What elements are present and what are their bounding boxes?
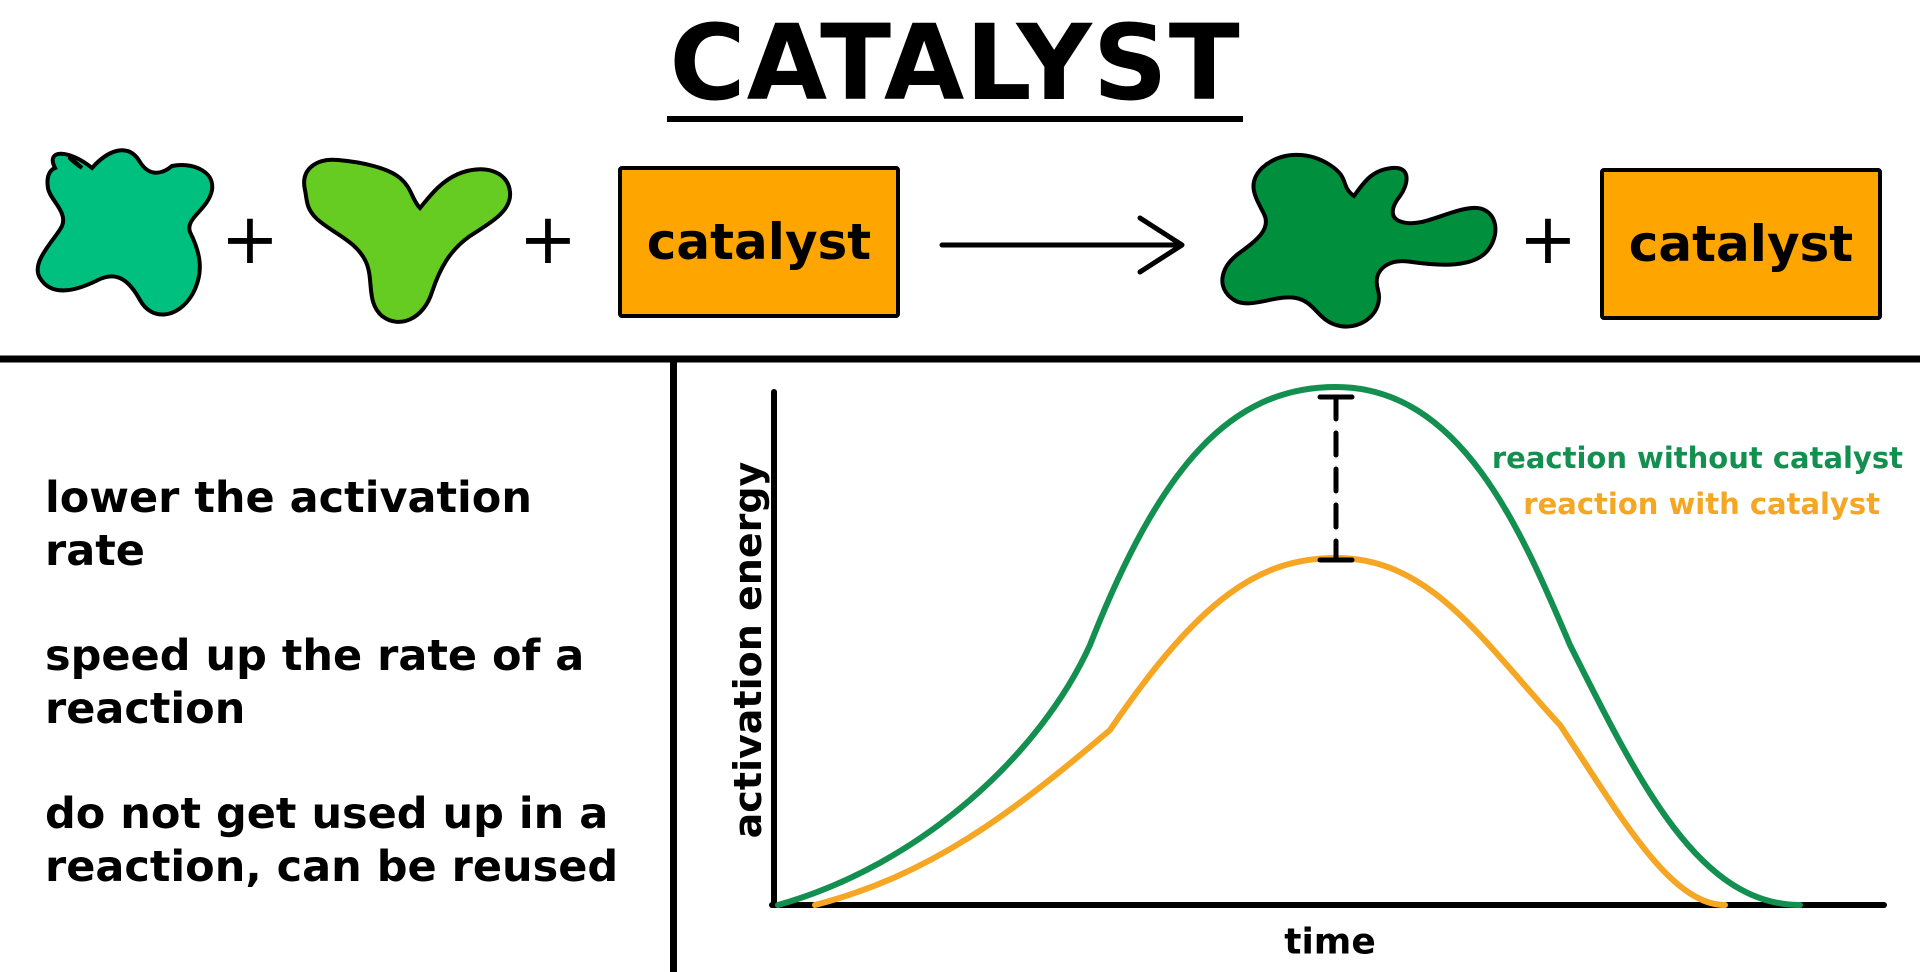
curve-without-catalyst <box>775 383 1803 908</box>
reaction-equation: + + + <box>0 148 1920 363</box>
catalyst-box-left: catalyst <box>618 166 900 318</box>
legend-with-catalyst: reaction with catalyst <box>1523 487 1880 521</box>
curve-with-catalyst <box>812 554 1728 908</box>
energy-difference-bracket <box>1317 394 1355 563</box>
vertical-divider <box>670 359 677 972</box>
catalyst-right-label: catalyst <box>1628 215 1854 273</box>
note-2: speed up the rate of a reaction <box>45 631 585 734</box>
reactant-2-blob <box>302 157 513 324</box>
catalyst-left-label: catalyst <box>646 213 872 271</box>
catalyst-notes: lower the activation rate speed up the r… <box>45 472 645 946</box>
legend-without-catalyst: reaction without catalyst <box>1491 441 1903 475</box>
note-3: do not get used up in a reaction, can be… <box>45 789 619 892</box>
reactant-1-blob <box>35 148 215 317</box>
product-blob <box>1220 152 1498 329</box>
x-axis-label: time <box>1284 921 1376 963</box>
catalyst-box-right: catalyst <box>1600 168 1882 320</box>
plus-sign-2: + <box>519 198 578 280</box>
y-axis-label: activation energy <box>726 461 770 839</box>
page-title: CATALYST <box>667 2 1243 124</box>
note-1: lower the activation rate <box>45 473 532 576</box>
plus-sign-3: + <box>1519 198 1578 280</box>
right-arrow-icon <box>939 215 1185 275</box>
plus-sign-1: + <box>221 198 280 280</box>
